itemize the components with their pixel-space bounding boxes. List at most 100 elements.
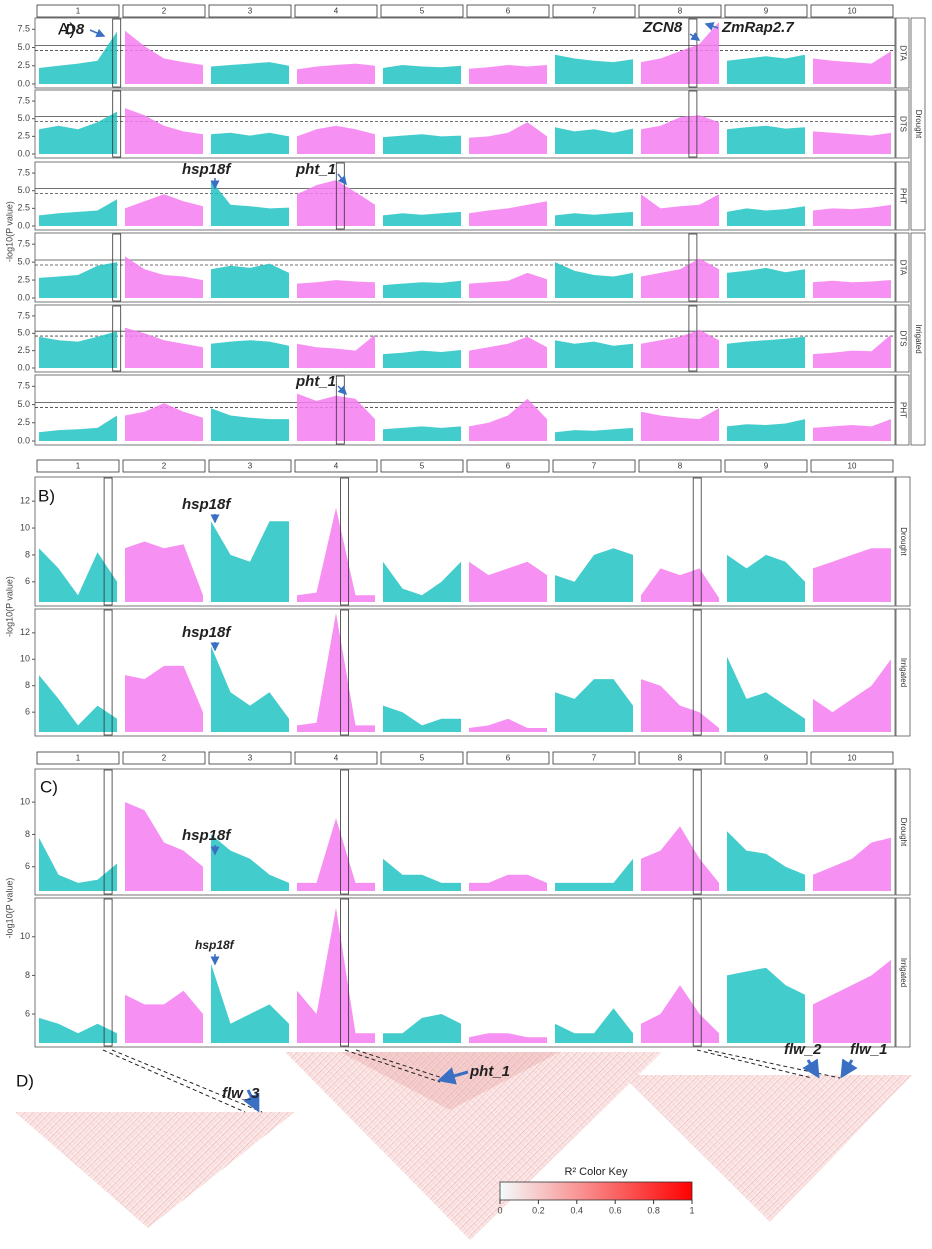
y-tick-label: 5.0: [17, 185, 30, 195]
association-profile: [211, 132, 289, 154]
association-profile: [39, 548, 117, 602]
chromosome-strip: [552, 459, 636, 473]
chromosome-label: 8: [678, 754, 683, 763]
association-profile: [39, 262, 117, 298]
chromosome-label: 3: [248, 754, 253, 763]
association-profile: [125, 802, 203, 891]
association-profile: [555, 127, 633, 154]
association-profile: [297, 818, 375, 891]
panel-label: A): [58, 19, 75, 38]
gene-annotation: flw_1: [850, 1041, 888, 1058]
chromosome-strip: [122, 4, 206, 18]
association-profile: [641, 194, 719, 226]
chromosome-label: 10: [848, 462, 857, 471]
association-profile: [727, 554, 805, 602]
chromosome-strip: [466, 751, 550, 765]
trait-strip: [895, 232, 910, 303]
association-profile: [727, 267, 805, 298]
candidate-region: [340, 609, 350, 736]
trait-label: DTA: [898, 260, 907, 276]
candidate-region: [692, 898, 702, 1047]
chromosome-label: 1: [76, 7, 81, 16]
environment-label: Drought: [899, 527, 908, 556]
association-profile: [125, 665, 203, 732]
y-tick-label: 2.5: [17, 417, 30, 427]
chromosome-strip: [380, 751, 464, 765]
association-profile: [383, 561, 461, 602]
association-profile: [125, 327, 203, 368]
color-key-bar: [499, 1181, 693, 1201]
chromosome-label: 4: [334, 462, 339, 471]
association-profile: [469, 1033, 547, 1043]
chromosome-strip: [294, 4, 378, 18]
chromosome-label: 2: [162, 754, 167, 763]
association-profile: [125, 990, 203, 1043]
association-profile: [383, 705, 461, 732]
trait-label: PHT: [898, 188, 907, 204]
association-profile: [297, 907, 375, 1043]
y-tick-label: 10: [20, 522, 30, 532]
chromosome-label: 7: [592, 754, 597, 763]
gene-annotation: flw_3: [222, 1085, 260, 1102]
association-profile: [469, 398, 547, 441]
y-tick-label: 6: [25, 1008, 30, 1018]
chromosome-strip: [638, 459, 722, 473]
gene-annotation: pht_1: [295, 373, 336, 390]
y-tick-label: 8: [25, 829, 30, 839]
association-profile: [727, 206, 805, 226]
chromosome-strip: [122, 751, 206, 765]
chromosome-label: 2: [162, 462, 167, 471]
association-profile: [469, 336, 547, 368]
chromosome-label: 1: [76, 462, 81, 471]
association-profile: [125, 30, 203, 84]
association-profile: [125, 194, 203, 226]
association-profile: [813, 131, 891, 154]
association-profile: [813, 51, 891, 84]
chromosome-strip: [466, 459, 550, 473]
trait-label: DTS: [898, 116, 907, 132]
chromosome-label: 10: [848, 754, 857, 763]
chromosome-strip: [724, 751, 808, 765]
association-profile: [727, 967, 805, 1043]
environment-label: Drought: [899, 818, 908, 847]
manhattan-panel: 1 2 3 4 5 6 7 8 9 10 6 8 10 Drought 6 8 10 Irrigated -log1…: [4, 751, 911, 1048]
chromosome-strip: [810, 4, 894, 18]
association-profile: [727, 656, 805, 732]
association-profile: [125, 108, 203, 154]
y-tick-label: 8: [25, 680, 30, 690]
association-profile: [555, 340, 633, 368]
association-profile: [555, 858, 633, 891]
association-profile: [641, 679, 719, 732]
panel-label: D): [16, 1071, 34, 1090]
trait-label: DTS: [898, 331, 907, 347]
chromosome-label: 4: [334, 754, 339, 763]
environment-strip: [895, 897, 911, 1048]
association-profile: [813, 280, 891, 298]
chromosome-label: 5: [420, 754, 425, 763]
association-profile: [555, 427, 633, 441]
association-profile: [297, 125, 375, 154]
chromosome-strip: [810, 459, 894, 473]
association-profile: [39, 1017, 117, 1043]
chromosome-label: 10: [848, 7, 857, 16]
chromosome-strip: [208, 4, 292, 18]
association-profile: [641, 258, 719, 298]
gene-annotation: ZmRap2.7: [721, 19, 794, 36]
candidate-region: [688, 233, 698, 302]
y-tick-label: 5.0: [17, 256, 30, 266]
association-profile: [813, 659, 891, 732]
y-tick-label: 6: [25, 576, 30, 586]
association-profile: [39, 331, 117, 368]
chromosome-label: 8: [678, 7, 683, 16]
chromosome-label: 7: [592, 462, 597, 471]
candidate-region: [103, 477, 113, 606]
y-tick-label: 2.5: [17, 274, 30, 284]
y-tick-label: 6: [25, 707, 30, 717]
candidate-region: [692, 477, 702, 606]
chromosome-label: 3: [248, 462, 253, 471]
chromosome-label: 6: [506, 7, 511, 16]
association-profile: [211, 263, 289, 298]
y-tick-label: 7.5: [17, 167, 30, 177]
y-tick-label: 0.0: [17, 148, 30, 158]
y-tick-label: 2.5: [17, 345, 30, 355]
